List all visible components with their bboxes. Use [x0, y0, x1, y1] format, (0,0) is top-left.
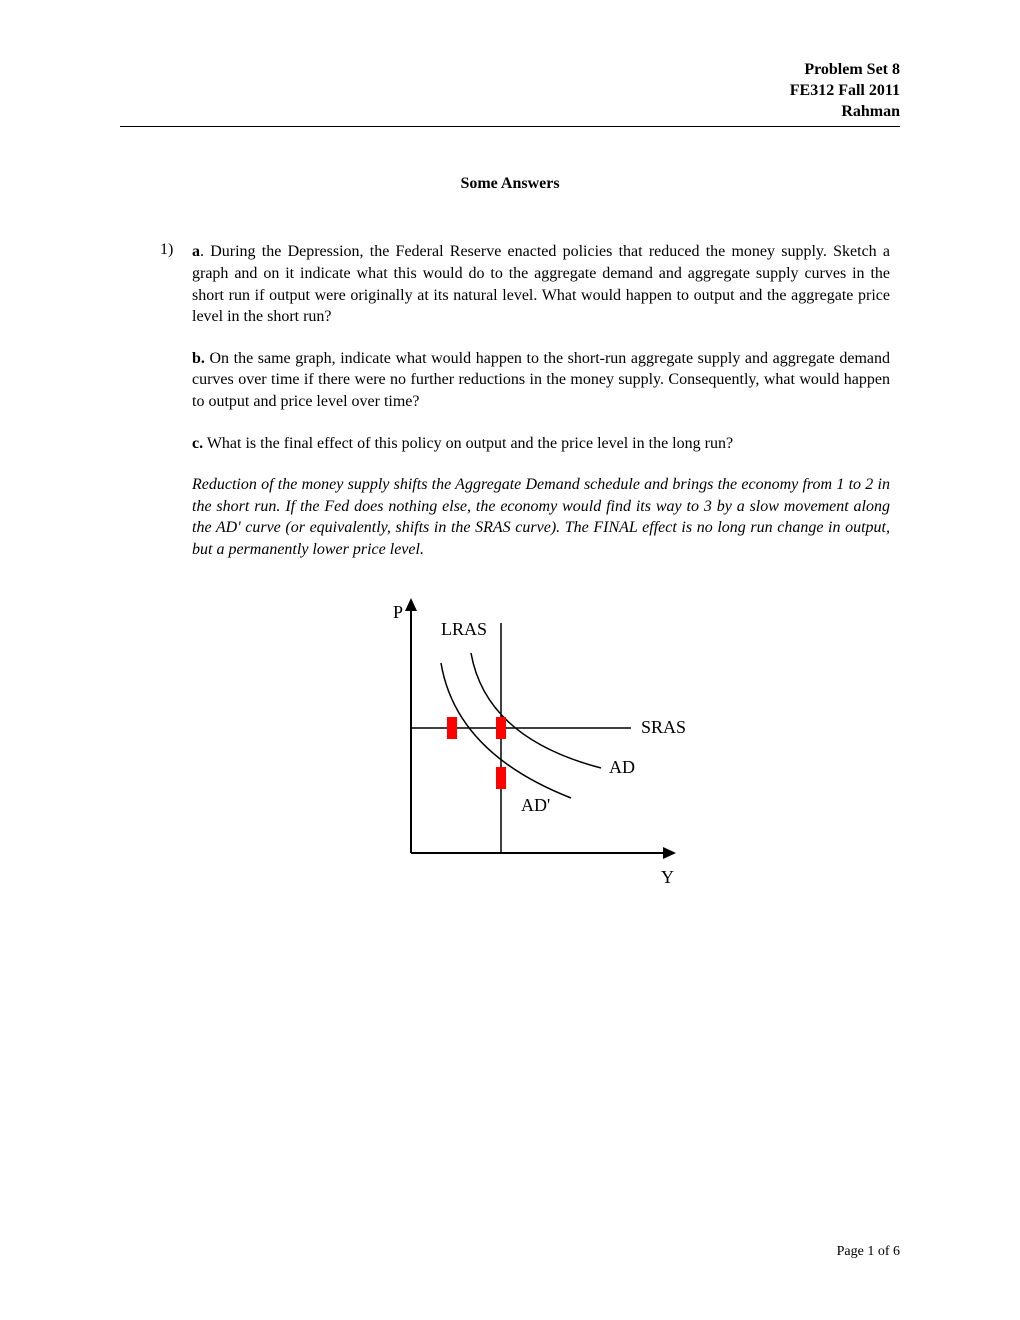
question-text: a. During the Depression, the Federal Re… [192, 241, 890, 892]
y-axis-label: P [393, 602, 403, 622]
part-b-label: b. [192, 350, 205, 367]
marker-2 [447, 717, 457, 739]
sras-label: SRAS [641, 717, 686, 737]
question-part-b: b. On the same graph, indicate what woul… [192, 348, 890, 413]
ad-label: AD [609, 757, 635, 777]
document-header: Problem Set 8 FE312 Fall 2011 Rahman [120, 60, 900, 127]
chart-container: P Y LRAS SRAS AD AD' [192, 593, 890, 893]
question-block: 1) a. During the Depression, the Federal… [160, 241, 890, 892]
document-content: 1) a. During the Depression, the Federal… [120, 241, 900, 892]
x-axis-arrow [663, 847, 676, 859]
part-a-label: a [192, 243, 200, 260]
document-title: Some Answers [120, 175, 900, 193]
ad-prime-label: AD' [521, 795, 550, 815]
marker-3 [496, 767, 506, 789]
x-axis-label: Y [661, 867, 674, 887]
lras-label: LRAS [441, 619, 487, 639]
part-c-text: What is the final effect of this policy … [203, 435, 733, 452]
header-line-3: Rahman [120, 102, 900, 123]
page-footer: Page 1 of 6 [837, 1244, 900, 1260]
question-number: 1) [160, 241, 192, 892]
y-axis-arrow [405, 598, 417, 611]
question-part-a: a. During the Depression, the Federal Re… [192, 241, 890, 327]
part-b-text: On the same graph, indicate what would h… [192, 350, 890, 410]
header-line-2: FE312 Fall 2011 [120, 81, 900, 102]
part-a-text: . During the Depression, the Federal Res… [192, 243, 890, 325]
part-c-label: c. [192, 435, 203, 452]
answer-text: Reduction of the money supply shifts the… [192, 474, 890, 560]
header-line-1: Problem Set 8 [120, 60, 900, 81]
marker-1 [496, 717, 506, 739]
question-part-c: c. What is the final effect of this poli… [192, 433, 890, 455]
economics-chart: P Y LRAS SRAS AD AD' [371, 593, 711, 893]
